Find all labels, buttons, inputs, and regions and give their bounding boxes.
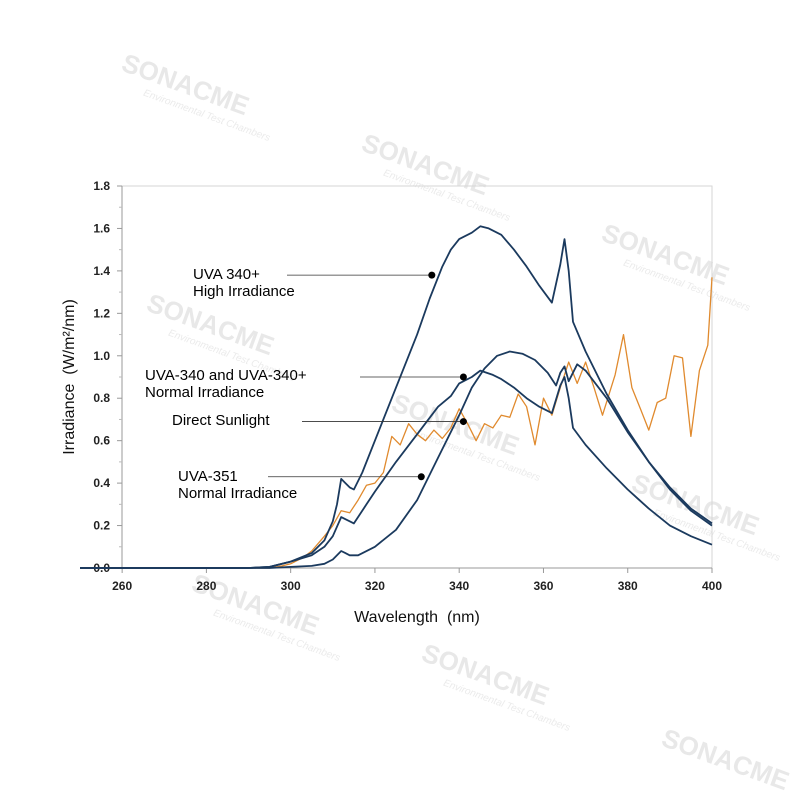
x-tick-label: 260 <box>112 579 132 593</box>
annotation-label: Direct Sunlight <box>172 412 270 429</box>
annotation-label: Normal Irradiance <box>145 384 264 401</box>
x-tick-label: 340 <box>449 579 469 593</box>
watermark-9: SONACME <box>658 722 793 796</box>
y-tick-label: 1.4 <box>93 264 110 278</box>
x-axis-title: Wavelength (nm) <box>354 609 480 626</box>
series-line-uva-340-and-uva-340-normal-irradiance <box>80 369 713 569</box>
y-tick-label: 1.0 <box>93 349 110 363</box>
y-tick-label: 0.2 <box>93 519 110 533</box>
series-line-uva-351-normal-irradiance <box>80 350 713 569</box>
y-tick-label: 1.2 <box>93 306 110 320</box>
x-tick-label: 300 <box>281 579 301 593</box>
y-tick-label: 1.8 <box>93 179 110 193</box>
annotation: Direct Sunlight <box>172 412 467 429</box>
x-tick-label: 380 <box>618 579 638 593</box>
annotation-marker <box>428 271 436 279</box>
y-tick-label: 1.6 <box>93 221 110 235</box>
watermark-2: SONACME Environmental Test Chambers <box>358 127 512 224</box>
annotation-label: UVA-340 and UVA-340+ <box>145 367 307 384</box>
y-axis-title: Irradiance (W/m²/nm) <box>61 299 78 455</box>
watermark-1: SONACME Environmental Test Chambers <box>118 47 272 144</box>
annotation-layer: UVA 340+High Irradiance UVA-340 and UVA-3… <box>145 266 467 502</box>
watermark-6: SONACME Environmental Test Chambers <box>628 467 782 564</box>
y-tick-label: 0.4 <box>93 476 110 490</box>
annotation-marker <box>459 418 467 426</box>
x-tick-label: 400 <box>702 579 722 593</box>
x-axis-ticks: 260 280 300 320 340 360 380 400 <box>112 568 722 593</box>
watermark-3: SONACME Environmental Test Chambers <box>598 217 752 314</box>
y-axis-ticks: 0.00.20.40.60.81.01.21.41.61.8 <box>93 179 122 575</box>
annotation: UVA 340+High Irradiance <box>193 266 436 300</box>
watermark-5: SONACME Environmental Test Chambers <box>388 387 542 484</box>
annotation-marker <box>417 473 425 481</box>
y-tick-label: 0.6 <box>93 434 110 448</box>
annotation-label: High Irradiance <box>193 283 295 300</box>
series-line-direct-sunlight <box>80 277 713 569</box>
annotation-marker <box>459 373 467 381</box>
annotation: UVA-340 and UVA-340+Normal Irradiance <box>145 367 467 401</box>
y-tick-label: 0.8 <box>93 391 110 405</box>
annotation-label: UVA-351 <box>178 468 238 485</box>
series-layer <box>80 225 713 569</box>
annotation-label: UVA 340+ <box>193 266 260 283</box>
x-tick-label: 360 <box>533 579 553 593</box>
annotation-label: Normal Irradiance <box>178 485 297 502</box>
series-line-uva-340-high-irradiance <box>80 225 713 569</box>
x-tick-label: 320 <box>365 579 385 593</box>
x-tick-label: 280 <box>196 579 216 593</box>
watermark-8: SONACME Environmental Test Chambers <box>418 637 572 734</box>
watermark-brand: SONACME <box>658 722 793 796</box>
